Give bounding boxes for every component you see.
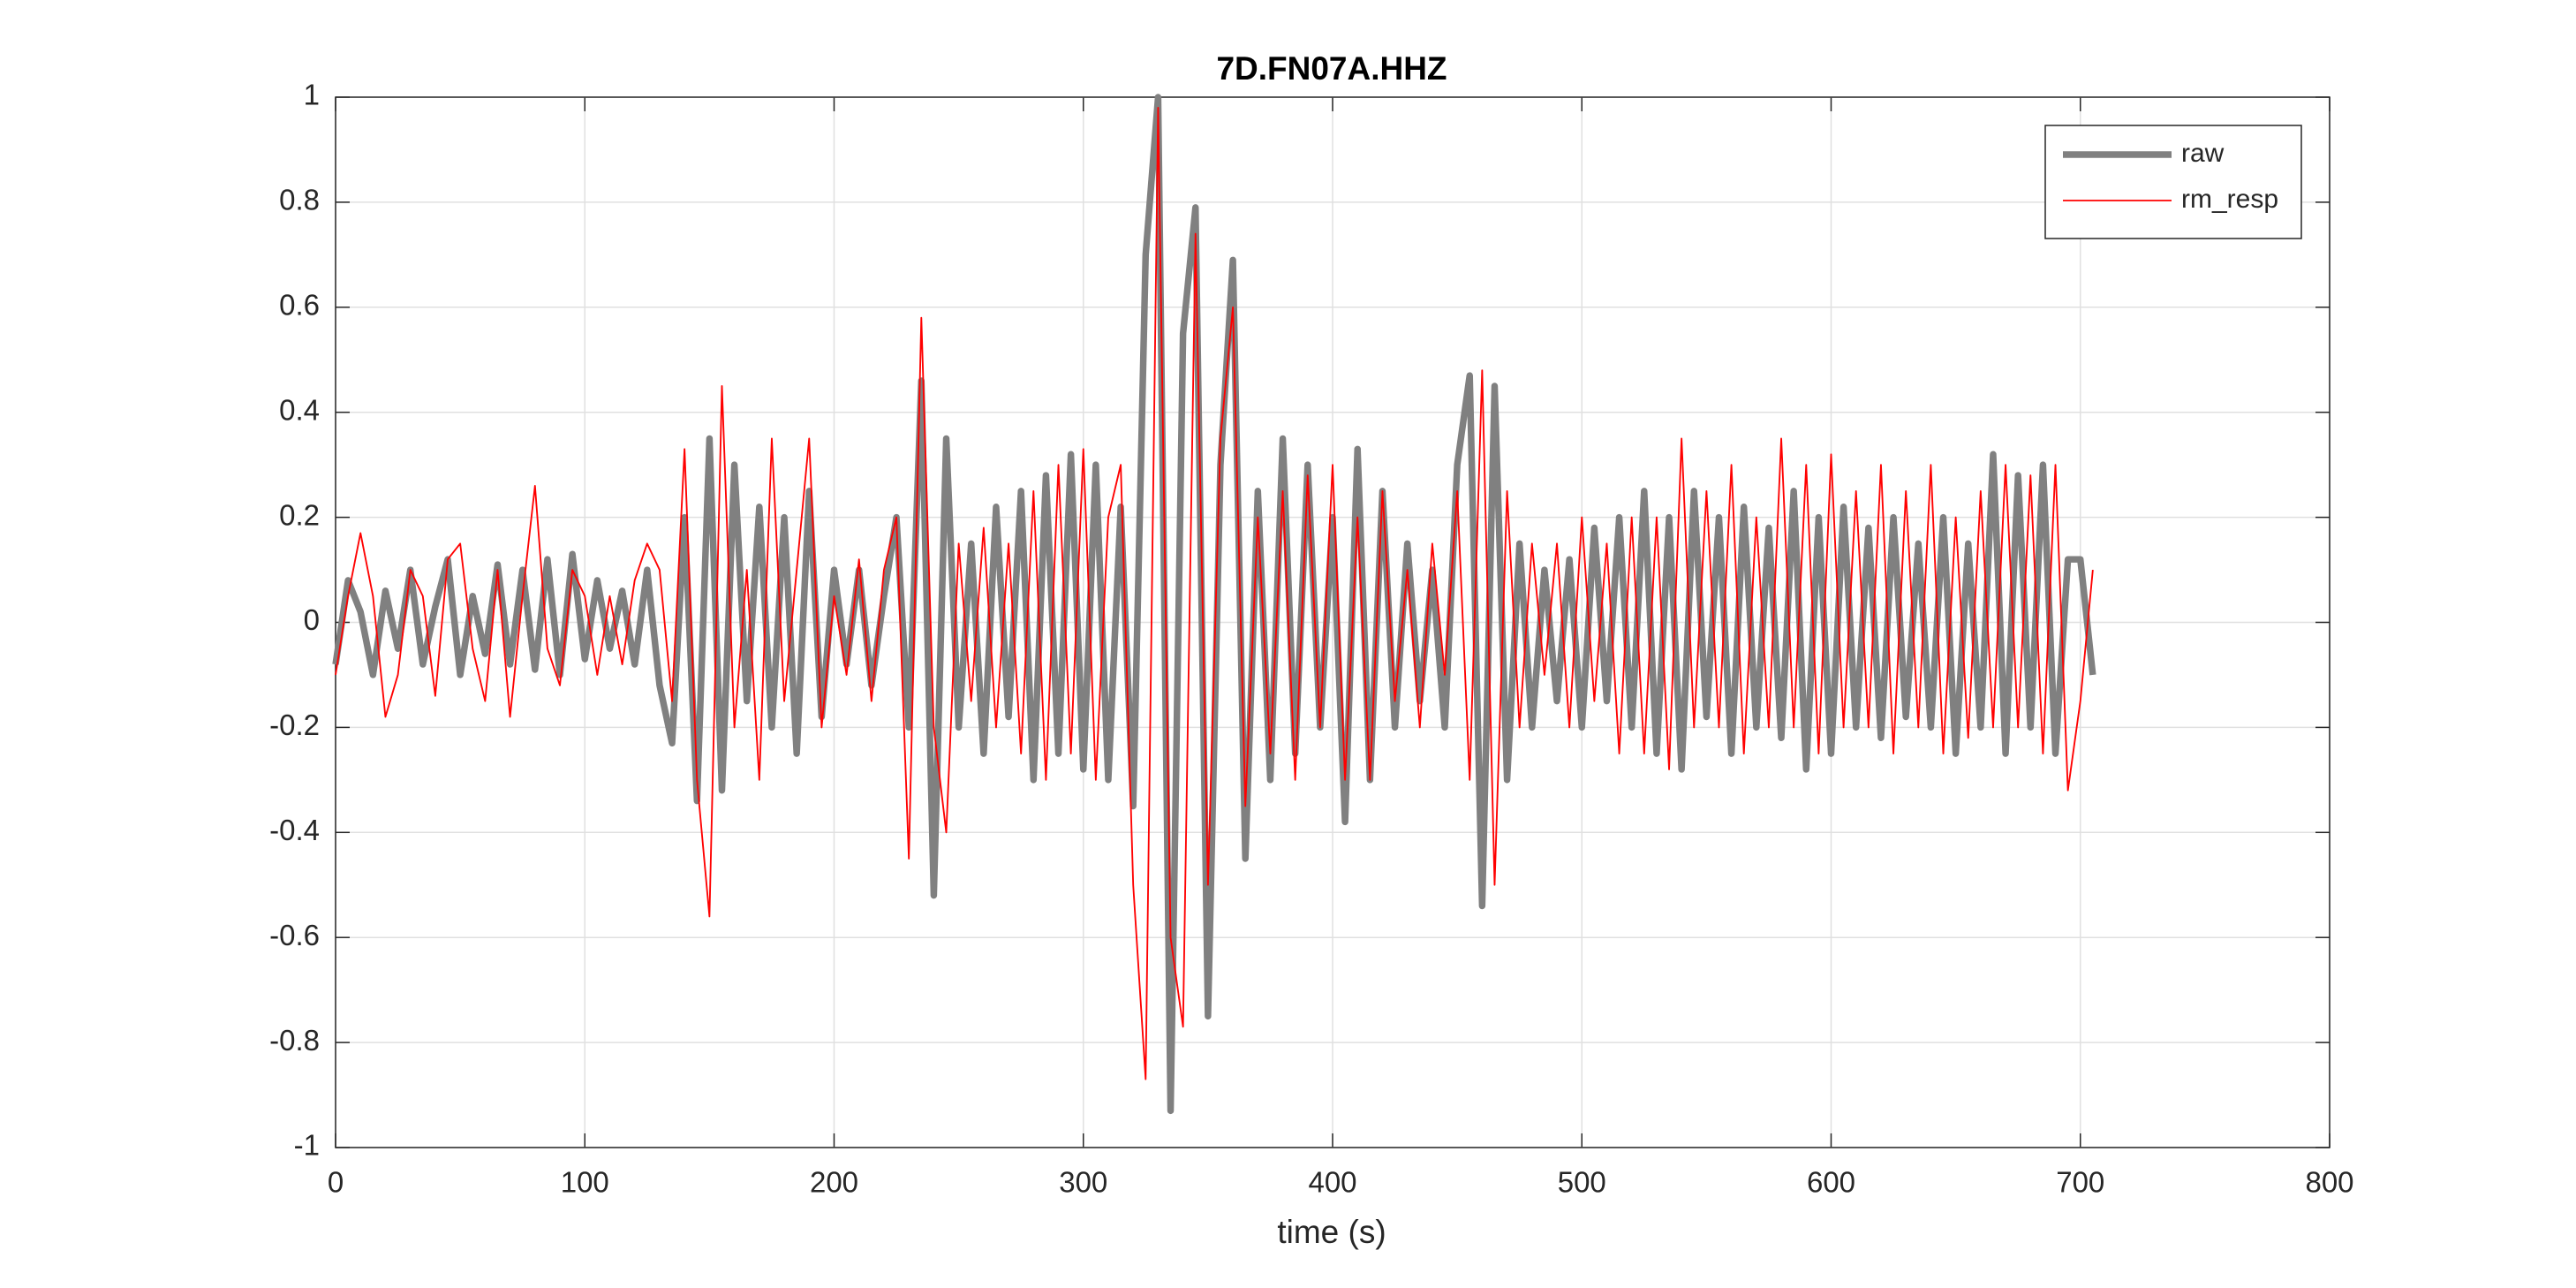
x-tick-label: 800 [2305,1166,2353,1199]
y-tick-label: 0.4 [279,393,320,426]
x-tick-label: 700 [2056,1166,2104,1199]
series-line [335,106,2094,1080]
legend-label: raw [2181,139,2225,168]
y-tick-label: -0.4 [269,814,320,846]
x-tick-label: 600 [1807,1166,1855,1199]
legend-box [2044,125,2302,239]
y-tick-label: -0.2 [269,708,320,741]
x-tick-label: 100 [561,1166,609,1199]
legend-label: rm_resp [2181,185,2278,214]
x-axis-label: time (s) [1277,1214,1386,1250]
chart-title: 7D.FN07A.HHZ [1216,50,1447,87]
axes-box [335,96,2330,1148]
x-tick-label: 300 [1059,1166,1107,1199]
y-tick-label: 0.6 [279,289,320,322]
y-tick-label: 1 [304,79,320,111]
y-tick-label: 0 [304,603,320,636]
x-tick-label: 400 [1308,1166,1356,1199]
x-tick-label: 500 [1558,1166,1606,1199]
y-tick-label: -1 [294,1129,320,1162]
x-tick-label: 0 [328,1166,344,1199]
y-tick-label: 0.2 [279,498,320,531]
y-tick-label: -0.8 [269,1024,320,1057]
y-tick-label: -0.6 [269,919,320,951]
x-tick-label: 200 [810,1166,858,1199]
y-tick-label: 0.8 [279,184,320,216]
